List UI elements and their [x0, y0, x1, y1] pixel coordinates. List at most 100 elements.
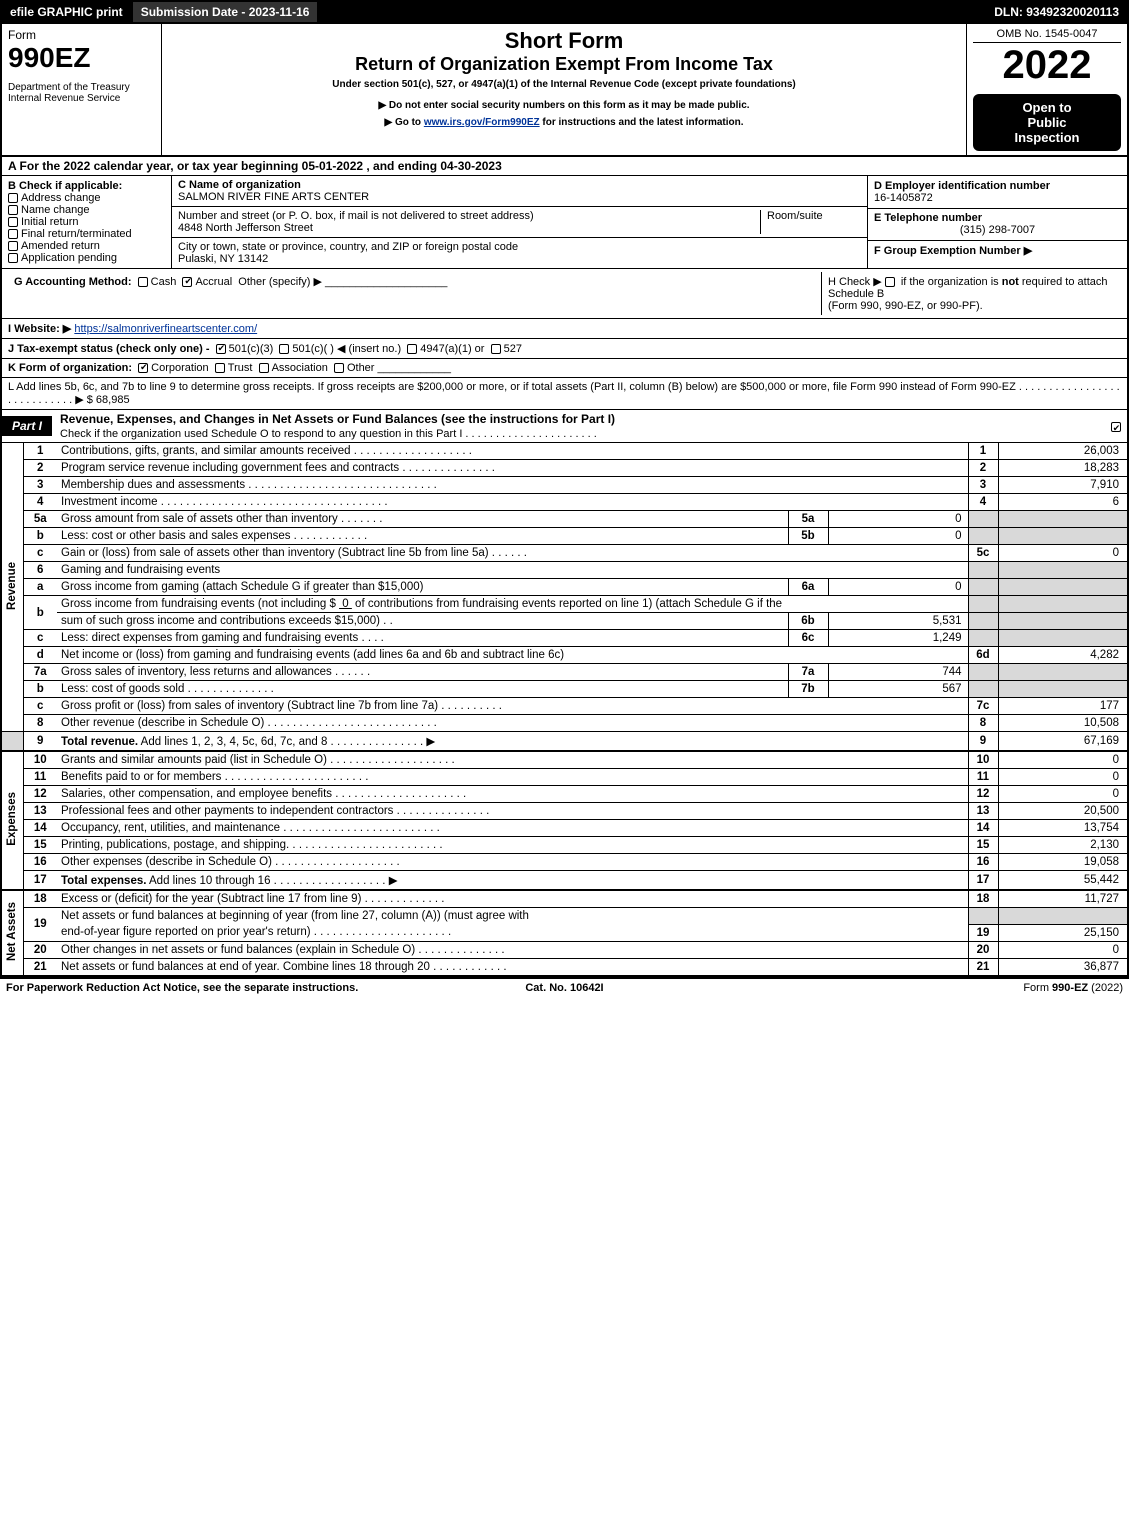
amt-12: 0 — [998, 786, 1128, 803]
cb-schedule-o[interactable] — [1111, 422, 1121, 432]
ein-value: 16-1405872 — [874, 192, 933, 204]
val-6a: 0 — [828, 579, 968, 596]
room-suite-label: Room/suite — [761, 210, 861, 234]
section-bcdef: B Check if applicable: Address change Na… — [0, 176, 1129, 269]
footer-left: For Paperwork Reduction Act Notice, see … — [6, 982, 378, 994]
row-j-status: J Tax-exempt status (check only one) - 5… — [0, 339, 1129, 359]
cb-501c[interactable] — [279, 344, 289, 354]
form-header: Form 990EZ Department of the Treasury In… — [0, 24, 1129, 157]
val-6b: 5,531 — [828, 613, 968, 630]
part-i-tab: Part I — [2, 416, 52, 436]
omb-number: OMB No. 1545-0047 — [973, 28, 1121, 43]
cb-name-change[interactable] — [8, 205, 18, 215]
side-revenue: Revenue — [6, 562, 18, 610]
street-address: 4848 North Jefferson Street — [178, 222, 313, 234]
amt-20: 0 — [998, 941, 1128, 958]
amt-16: 19,058 — [998, 854, 1128, 871]
form-number: 990EZ — [8, 42, 155, 74]
part-i-header: Part I Revenue, Expenses, and Changes in… — [0, 410, 1129, 443]
row-i-website: I Website: ▶ https://salmonriverfinearts… — [0, 319, 1129, 339]
part-i-table: Revenue 1Contributions, gifts, grants, a… — [0, 443, 1129, 977]
cb-527[interactable] — [491, 344, 501, 354]
line-6b-text: Gross income from fundraising events (no… — [57, 596, 968, 613]
header-sub3: ▶ Go to www.irs.gov/Form990EZ for instru… — [168, 117, 960, 128]
line-9-text: Total revenue. Add lines 1, 2, 3, 4, 5c,… — [57, 732, 968, 752]
amt-3: 7,910 — [998, 477, 1128, 494]
val-5a: 0 — [828, 511, 968, 528]
cb-other-org[interactable] — [334, 363, 344, 373]
cb-amended[interactable] — [8, 241, 18, 251]
footer-center: Cat. No. 10642I — [378, 982, 750, 994]
irs-link[interactable]: www.irs.gov/Form990EZ — [424, 117, 540, 128]
amt-21: 36,877 — [998, 958, 1128, 976]
row-l-gross: L Add lines 5b, 6c, and 7b to line 9 to … — [0, 378, 1129, 410]
amt-13: 20,500 — [998, 803, 1128, 820]
cb-501c3[interactable] — [216, 344, 226, 354]
val-7a: 744 — [828, 664, 968, 681]
website-link[interactable]: https://salmonriverfineartscenter.com/ — [74, 323, 257, 335]
open-to-public: Open to Public Inspection — [973, 94, 1121, 151]
cb-accrual[interactable] — [182, 277, 192, 287]
amt-8: 10,508 — [998, 715, 1128, 732]
amt-10: 0 — [998, 751, 1128, 769]
submission-date: Submission Date - 2023-11-16 — [133, 2, 320, 22]
city-label: City or town, state or province, country… — [178, 241, 518, 253]
line-17-text: Total expenses. Add lines 10 through 16 … — [57, 871, 968, 891]
header-sub1: Under section 501(c), 527, or 4947(a)(1)… — [168, 79, 960, 90]
top-bar: efile GRAPHIC print Submission Date - 20… — [0, 0, 1129, 24]
val-7b: 567 — [828, 681, 968, 698]
amt-1: 26,003 — [998, 443, 1128, 460]
col-b: B Check if applicable: Address change Na… — [2, 176, 172, 268]
page-footer: For Paperwork Reduction Act Notice, see … — [0, 977, 1129, 997]
amt-6d: 4,282 — [998, 647, 1128, 664]
cb-4947[interactable] — [407, 344, 417, 354]
amt-17: 55,442 — [998, 871, 1128, 891]
city-state-zip: Pulaski, NY 13142 — [178, 253, 268, 265]
val-6c: 1,249 — [828, 630, 968, 647]
accounting-label: G Accounting Method: — [14, 276, 132, 288]
group-exemption-label: F Group Exemption Number ▶ — [874, 245, 1032, 257]
tax-year: 2022 — [973, 43, 1121, 88]
amt-2: 18,283 — [998, 460, 1128, 477]
amt-7c: 177 — [998, 698, 1128, 715]
dept-2: Internal Revenue Service — [8, 93, 155, 104]
row-a-period: A For the 2022 calendar year, or tax yea… — [0, 157, 1129, 176]
phone-value: (315) 298-7007 — [874, 224, 1121, 236]
addr-label: Number and street (or P. O. box, if mail… — [178, 210, 534, 222]
side-net-assets: Net Assets — [6, 902, 18, 961]
row-k-org-form: K Form of organization: Corporation Trus… — [0, 359, 1129, 378]
cb-corp[interactable] — [138, 363, 148, 373]
footer-right: Form 990-EZ (2022) — [751, 982, 1123, 994]
ein-label: D Employer identification number — [874, 180, 1050, 192]
cb-initial-return[interactable] — [8, 217, 18, 227]
cb-final-return[interactable] — [8, 229, 18, 239]
return-title: Return of Organization Exempt From Incom… — [168, 54, 960, 75]
h-label: H Check ▶ — [828, 276, 882, 288]
cb-pending[interactable] — [8, 253, 18, 263]
amt-11: 0 — [998, 769, 1128, 786]
phone-label: E Telephone number — [874, 212, 982, 224]
amt-15: 2,130 — [998, 837, 1128, 854]
cb-trust[interactable] — [215, 363, 225, 373]
val-5b: 0 — [828, 528, 968, 545]
side-expenses: Expenses — [6, 792, 18, 846]
cb-h[interactable] — [885, 277, 895, 287]
amt-19: 25,150 — [998, 924, 1128, 941]
efile-label[interactable]: efile GRAPHIC print — [2, 2, 133, 22]
header-sub2: ▶ Do not enter social security numbers o… — [168, 100, 960, 111]
dln: DLN: 93492320020113 — [986, 2, 1127, 22]
c-name-label: C Name of organization — [178, 179, 301, 191]
org-name: SALMON RIVER FINE ARTS CENTER — [178, 191, 369, 203]
row-g-h: G Accounting Method: Cash Accrual Other … — [0, 269, 1129, 319]
amt-9: 67,169 — [998, 732, 1128, 752]
cb-address-change[interactable] — [8, 193, 18, 203]
amt-4: 6 — [998, 494, 1128, 511]
short-form-title: Short Form — [168, 28, 960, 54]
cb-cash[interactable] — [138, 277, 148, 287]
dept-1: Department of the Treasury — [8, 82, 155, 93]
amt-18: 11,727 — [998, 890, 1128, 908]
form-word: Form — [8, 28, 155, 42]
amt-5c: 0 — [998, 545, 1128, 562]
amt-14: 13,754 — [998, 820, 1128, 837]
cb-assoc[interactable] — [259, 363, 269, 373]
